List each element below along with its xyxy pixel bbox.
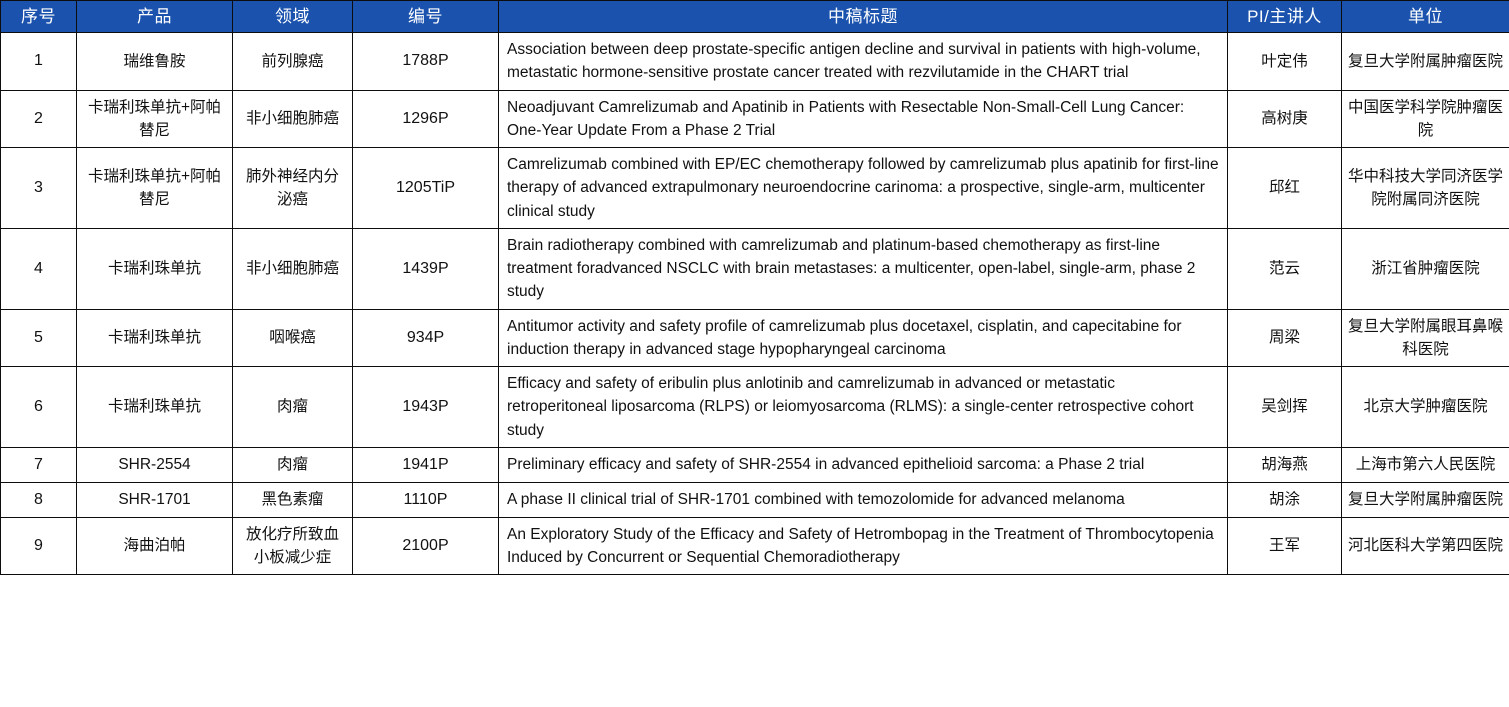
cell-pi: 邱红 bbox=[1227, 147, 1342, 229]
table-row: 2 卡瑞利珠单抗+阿帕替尼 非小细胞肺癌 1296P Neoadjuvant C… bbox=[0, 89, 1509, 148]
cell-pi: 范云 bbox=[1227, 227, 1342, 310]
cell-title: An Exploratory Study of the Efficacy and… bbox=[498, 516, 1228, 576]
cell-org: 上海市第六人民医院 bbox=[1341, 446, 1509, 483]
cell-pi: 叶定伟 bbox=[1227, 32, 1342, 91]
cell-seq: 7 bbox=[0, 446, 77, 483]
table-row: 5 卡瑞利珠单抗 咽喉癌 934P Antitumor activity and… bbox=[0, 308, 1509, 367]
cell-pi: 周梁 bbox=[1227, 308, 1342, 367]
cell-pi: 王军 bbox=[1227, 516, 1342, 576]
cell-field: 非小细胞肺癌 bbox=[232, 227, 353, 310]
cell-number: 1110P bbox=[352, 481, 499, 518]
cell-title: Association between deep prostate-specif… bbox=[498, 32, 1228, 91]
cell-product: 卡瑞利珠单抗 bbox=[76, 366, 233, 448]
cell-product: SHR-2554 bbox=[76, 446, 233, 483]
cell-pi: 高树庚 bbox=[1227, 89, 1342, 148]
table-row: 3 卡瑞利珠单抗+阿帕替尼 肺外神经内分泌癌 1205TiP Camrelizu… bbox=[0, 147, 1509, 229]
cell-number: 1439P bbox=[352, 227, 499, 310]
cell-title: Neoadjuvant Camrelizumab and Apatinib in… bbox=[498, 89, 1228, 148]
cell-field: 前列腺癌 bbox=[232, 32, 353, 91]
cell-field: 咽喉癌 bbox=[232, 308, 353, 367]
column-header-org: 单位 bbox=[1341, 0, 1509, 33]
cell-number: 2100P bbox=[352, 516, 499, 576]
column-header-number: 编号 bbox=[352, 0, 499, 33]
cell-org: 浙江省肿瘤医院 bbox=[1341, 227, 1509, 310]
table-row: 8 SHR-1701 黑色素瘤 1110P A phase II clinica… bbox=[0, 481, 1509, 518]
cell-field: 黑色素瘤 bbox=[232, 481, 353, 518]
cell-org: 华中科技大学同济医学院附属同济医院 bbox=[1341, 147, 1509, 229]
column-header-pi: PI/主讲人 bbox=[1227, 0, 1342, 33]
cell-org: 复旦大学附属肿瘤医院 bbox=[1341, 481, 1509, 518]
cell-field: 非小细胞肺癌 bbox=[232, 89, 353, 148]
cell-product: 海曲泊帕 bbox=[76, 516, 233, 576]
cell-field: 肉瘤 bbox=[232, 366, 353, 448]
cell-seq: 2 bbox=[0, 89, 77, 148]
cell-title: Efficacy and safety of eribulin plus anl… bbox=[498, 366, 1228, 448]
cell-number: 1943P bbox=[352, 366, 499, 448]
cell-product: 卡瑞利珠单抗+阿帕替尼 bbox=[76, 147, 233, 229]
cell-title: Camrelizumab combined with EP/EC chemoth… bbox=[498, 147, 1228, 229]
cell-pi: 胡海燕 bbox=[1227, 446, 1342, 483]
cell-title: Preliminary efficacy and safety of SHR-2… bbox=[498, 446, 1228, 483]
cell-seq: 3 bbox=[0, 147, 77, 229]
cell-product: 瑞维鲁胺 bbox=[76, 32, 233, 91]
table-row: 6 卡瑞利珠单抗 肉瘤 1943P Efficacy and safety of… bbox=[0, 366, 1509, 448]
table-header: 序号 产品 领域 编号 中稿标题 PI/主讲人 单位 bbox=[0, 0, 1509, 33]
cell-title: A phase II clinical trial of SHR-1701 co… bbox=[498, 481, 1228, 518]
column-header-product: 产品 bbox=[76, 0, 233, 33]
cell-number: 1296P bbox=[352, 89, 499, 148]
cell-product: 卡瑞利珠单抗+阿帕替尼 bbox=[76, 89, 233, 148]
cell-field: 肉瘤 bbox=[232, 446, 353, 483]
conference-abstracts-table: 序号 产品 领域 编号 中稿标题 PI/主讲人 单位 1 瑞维鲁胺 前列腺癌 1… bbox=[0, 0, 1509, 576]
cell-number: 1205TiP bbox=[352, 147, 499, 229]
cell-org: 北京大学肿瘤医院 bbox=[1341, 366, 1509, 448]
table-row: 1 瑞维鲁胺 前列腺癌 1788P Association between de… bbox=[0, 32, 1509, 91]
cell-title: Brain radiotherapy combined with camreli… bbox=[498, 227, 1228, 310]
cell-pi: 吴剑挥 bbox=[1227, 366, 1342, 448]
cell-field: 放化疗所致血小板减少症 bbox=[232, 516, 353, 576]
cell-seq: 6 bbox=[0, 366, 77, 448]
column-header-field: 领域 bbox=[232, 0, 353, 33]
cell-seq: 9 bbox=[0, 516, 77, 576]
cell-org: 河北医科大学第四医院 bbox=[1341, 516, 1509, 576]
table-row: 9 海曲泊帕 放化疗所致血小板减少症 2100P An Exploratory … bbox=[0, 516, 1509, 576]
cell-number: 1788P bbox=[352, 32, 499, 91]
cell-product: SHR-1701 bbox=[76, 481, 233, 518]
cell-field: 肺外神经内分泌癌 bbox=[232, 147, 353, 229]
cell-title: Antitumor activity and safety profile of… bbox=[498, 308, 1228, 367]
table-body: 1 瑞维鲁胺 前列腺癌 1788P Association between de… bbox=[0, 32, 1509, 576]
cell-number: 934P bbox=[352, 308, 499, 367]
cell-product: 卡瑞利珠单抗 bbox=[76, 227, 233, 310]
column-header-title: 中稿标题 bbox=[498, 0, 1228, 33]
cell-org: 复旦大学附属肿瘤医院 bbox=[1341, 32, 1509, 91]
cell-number: 1941P bbox=[352, 446, 499, 483]
column-header-seq: 序号 bbox=[0, 0, 77, 33]
cell-org: 复旦大学附属眼耳鼻喉科医院 bbox=[1341, 308, 1509, 367]
cell-pi: 胡涂 bbox=[1227, 481, 1342, 518]
cell-seq: 5 bbox=[0, 308, 77, 367]
header-row: 序号 产品 领域 编号 中稿标题 PI/主讲人 单位 bbox=[0, 0, 1509, 33]
cell-org: 中国医学科学院肿瘤医院 bbox=[1341, 89, 1509, 148]
cell-seq: 8 bbox=[0, 481, 77, 518]
cell-seq: 1 bbox=[0, 32, 77, 91]
table-row: 4 卡瑞利珠单抗 非小细胞肺癌 1439P Brain radiotherapy… bbox=[0, 227, 1509, 310]
cell-product: 卡瑞利珠单抗 bbox=[76, 308, 233, 367]
cell-seq: 4 bbox=[0, 227, 77, 310]
table-row: 7 SHR-2554 肉瘤 1941P Preliminary efficacy… bbox=[0, 446, 1509, 483]
